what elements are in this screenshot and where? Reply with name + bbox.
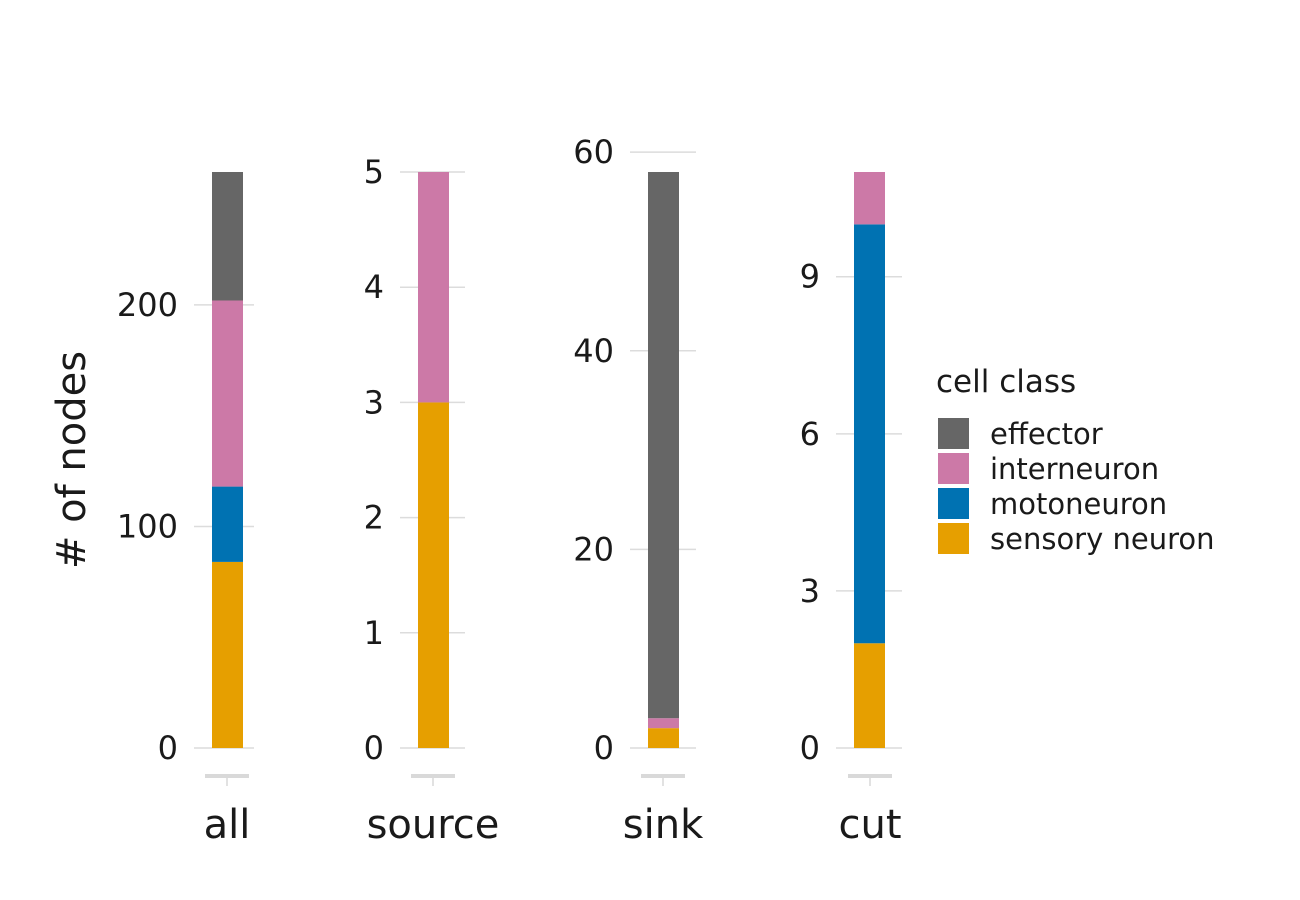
- y-tick-label-cut-3: 3: [800, 572, 820, 610]
- legend: cell class effectorinterneuronmotoneuron…: [936, 364, 1215, 556]
- bar-segment-cut-motoneuron: [854, 224, 885, 644]
- category-label-source: source: [367, 802, 500, 848]
- bar-segment-source-sensory-neuron: [418, 402, 449, 748]
- panel-all: 0 100 200 all: [117, 172, 254, 848]
- y-tick-label-source-1: 1: [364, 614, 384, 652]
- y-tick-label-sink-40: 40: [573, 332, 614, 370]
- legend-label-sensory-neuron: sensory neuron: [990, 522, 1215, 556]
- y-tick-label-cut-9: 9: [800, 258, 820, 296]
- bar-segment-all-sensory-neuron: [212, 561, 243, 748]
- bar-segment-all-effector: [212, 172, 243, 301]
- category-label-sink: sink: [623, 802, 704, 848]
- legend-title: cell class: [936, 364, 1076, 400]
- y-tick-label-source-5: 5: [364, 153, 384, 191]
- y-tick-label-all-200: 200: [117, 286, 178, 324]
- y-tick-label-cut-6: 6: [800, 415, 820, 453]
- bar-segment-all-interneuron: [212, 300, 243, 487]
- bar-segment-cut-sensory-neuron: [854, 643, 885, 748]
- y-tick-label-sink-20: 20: [573, 530, 614, 568]
- legend-swatch-effector: [938, 418, 969, 449]
- bar-segment-sink-effector: [648, 172, 679, 719]
- bar-segment-source-interneuron: [418, 172, 449, 403]
- y-tick-label-all-100: 100: [117, 507, 178, 545]
- legend-label-interneuron: interneuron: [990, 452, 1159, 486]
- bar-segment-sink-sensory-neuron: [648, 728, 679, 748]
- bar-segment-sink-interneuron: [648, 718, 679, 729]
- bar-segment-all-motoneuron: [212, 486, 243, 562]
- y-tick-label-source-4: 4: [364, 268, 384, 306]
- y-tick-label-all-0: 0: [158, 729, 178, 767]
- legend-label-effector: effector: [990, 417, 1103, 451]
- y-tick-label-source-0: 0: [364, 729, 384, 767]
- panel-source: 0 1 2 3 4 5 source: [364, 153, 500, 848]
- panel-sink: 0 20 40 60 sink: [573, 133, 704, 848]
- category-label-cut: cut: [838, 802, 901, 848]
- legend-swatch-motoneuron: [938, 488, 969, 519]
- category-label-all: all: [204, 802, 251, 848]
- y-tick-label-cut-0: 0: [800, 729, 820, 767]
- y-tick-label-source-2: 2: [364, 499, 384, 537]
- bar-segment-cut-interneuron: [854, 172, 885, 225]
- y-tick-label-sink-0: 0: [594, 729, 614, 767]
- legend-swatch-interneuron: [938, 453, 969, 484]
- y-tick-label-source-3: 3: [364, 383, 384, 421]
- legend-label-motoneuron: motoneuron: [990, 487, 1167, 521]
- y-tick-label-sink-60: 60: [573, 133, 614, 171]
- panel-cut: 0 3 6 9 cut: [800, 172, 902, 848]
- legend-swatch-sensory-neuron: [938, 523, 969, 554]
- y-axis-label: # of nodes: [49, 351, 95, 569]
